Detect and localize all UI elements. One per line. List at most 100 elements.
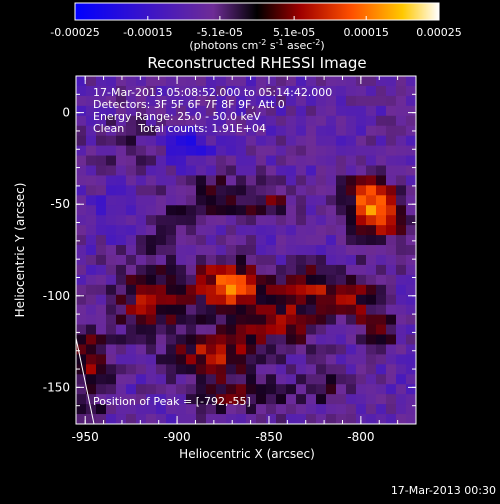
heatmap-pixel [216,245,227,256]
heatmap-pixel [326,254,337,266]
heatmap-pixel [186,334,197,345]
heatmap-pixel [376,294,387,306]
heatmap-pixel [306,344,317,355]
heatmap-pixel [386,85,397,97]
heatmap-pixel [396,384,407,395]
heatmap-pixel [366,394,377,405]
heatmap-pixel [96,225,107,236]
heatmap-pixel [396,145,407,157]
heatmap-pixel [356,245,367,256]
heatmap-pixel [196,294,207,306]
heatmap-pixel [246,185,257,196]
heatmap-pixel [316,374,327,385]
heatmap-pixel [236,394,247,405]
heatmap-pixel [296,205,307,216]
heatmap-pixel [196,334,207,345]
heatmap-pixel [226,324,237,336]
heatmap-pixel [136,364,147,375]
heatmap-pixel [196,274,207,286]
heatmap-pixel [396,165,407,176]
heatmap-pixel [286,85,297,97]
heatmap-pixel [196,264,207,276]
heatmap-pixel [356,205,367,216]
colorbar-tick-label: -0.00025 [50,26,99,39]
heatmap-pixel [126,95,137,107]
heatmap-pixel [246,404,257,415]
heatmap-pixel [276,205,287,216]
heatmap-pixel [156,394,167,405]
heatmap-pixel [216,125,227,137]
heatmap-pixel [266,85,277,97]
heatmap-pixel [306,414,317,425]
heatmap-pixel [406,314,417,326]
heatmap-pixel [196,374,207,385]
heatmap-pixel [176,215,187,226]
heatmap-pixel [76,284,87,296]
heatmap-pixel [126,384,137,395]
heatmap-pixel [76,85,87,97]
heatmap-pixel [236,145,247,157]
heatmap-pixel [296,354,307,365]
heatmap-pixel [396,95,407,107]
heatmap-pixel [226,274,237,286]
heatmap-pixel [406,344,417,355]
colorbar-tick-label: 0.00015 [343,26,389,39]
heatmap-pixel [226,384,237,395]
heatmap-pixel [236,85,247,97]
heatmap-pixel [156,304,167,316]
heatmap-pixel [186,95,197,107]
heatmap-pixel [286,185,297,196]
heatmap-pixel [346,115,357,127]
heatmap-pixel [386,95,397,107]
heatmap-pixel [336,374,347,385]
heatmap-pixel [156,324,167,336]
heatmap-pixel [166,245,177,256]
heatmap-pixel [166,225,177,236]
x-tick-label: -900 [163,430,190,444]
heatmap-pixel [376,175,387,186]
heatmap-pixel [266,374,277,385]
heatmap-pixel [76,245,87,256]
heatmap-pixel [386,304,397,316]
heatmap-pixel [146,394,157,405]
heatmap-pixel [306,135,317,147]
heatmap-pixel [286,165,297,176]
heatmap-pixel [146,95,157,107]
heatmap-pixel [326,165,337,176]
heatmap-pixel [176,125,187,137]
heatmap-pixel [236,155,247,166]
heatmap-pixel [356,125,367,137]
heatmap-pixel [276,384,287,395]
heatmap-pixel [386,235,397,246]
heatmap-pixel [366,205,377,216]
heatmap-pixel [396,115,407,127]
heatmap-pixel [196,125,207,137]
heatmap-pixel [286,414,297,425]
heatmap-pixel [346,155,357,166]
heatmap-pixel [406,125,417,137]
heatmap-pixel [336,334,347,345]
heatmap-pixel [326,274,337,286]
heatmap-pixel [286,195,297,206]
heatmap-pixel [316,165,327,176]
heatmap-pixel [186,145,197,157]
heatmap-pixel [146,364,157,375]
heatmap-pixel [86,314,97,326]
heatmap-pixel [306,145,317,157]
heatmap-pixel [126,364,137,375]
heatmap-pixel [106,294,117,306]
heatmap-pixel [246,314,257,326]
heatmap-pixel [176,85,187,97]
heatmap-pixel [376,145,387,157]
heatmap-pixel [106,135,117,147]
heatmap-pixel [186,195,197,206]
colorbar-tick-label: -0.00015 [123,26,172,39]
heatmap-pixel [196,95,207,107]
heatmap-pixel [326,284,337,296]
heatmap-pixel [336,175,347,186]
heatmap-pixel [366,195,377,206]
heatmap-pixel [146,404,157,415]
heatmap-pixel [396,324,407,336]
heatmap-pixel [76,334,87,345]
heatmap-pixel [86,384,97,395]
